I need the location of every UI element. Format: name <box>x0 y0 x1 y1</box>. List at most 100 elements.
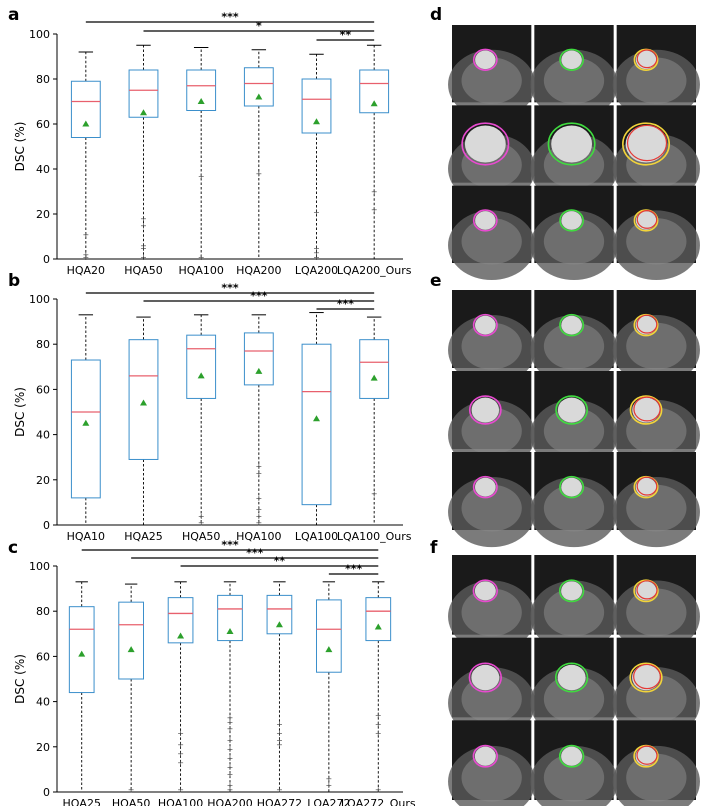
outlier-marker: + <box>128 786 135 795</box>
mean-marker <box>313 415 320 422</box>
iqr-box <box>118 601 144 680</box>
outlier-marker: + <box>198 512 205 521</box>
outlier-marker: + <box>198 519 205 528</box>
x-tick-label: HQA25 <box>124 530 162 543</box>
outlier-marker: + <box>198 253 205 262</box>
panel-label: c <box>8 538 18 558</box>
panel-label: a <box>8 5 19 25</box>
box-HQA50: ++ <box>186 314 217 528</box>
y-axis-label: DSC (%) <box>13 654 27 704</box>
y-tick-label: 40 <box>36 429 50 442</box>
segmentation-contour <box>468 662 502 693</box>
lesion <box>471 664 500 691</box>
outlier-marker: + <box>326 774 333 783</box>
x-tick-label: LQA272 <box>307 797 350 806</box>
mri-slice <box>448 25 536 120</box>
mri-slice <box>448 185 536 281</box>
lesion <box>635 477 657 497</box>
outlier-marker: + <box>375 720 382 729</box>
image-grid-f: f <box>430 538 700 806</box>
mri-slice <box>612 290 700 386</box>
ground-truth-contour <box>636 745 658 765</box>
ground-truth-contour <box>636 476 658 496</box>
ground-truth-contour <box>636 580 658 600</box>
box-HQA50: +++++ <box>128 44 159 262</box>
box-HQA100: +++++ <box>167 581 194 795</box>
mean-marker <box>374 623 382 630</box>
mean-marker <box>313 118 320 125</box>
mri-slice <box>612 25 700 120</box>
x-tick-label: HQA25 <box>62 797 100 806</box>
segmentation-contour <box>554 662 589 693</box>
outlier-marker: + <box>276 736 283 745</box>
outlier-marker: + <box>227 786 234 795</box>
lesion <box>474 581 496 601</box>
outlier-marker: + <box>276 786 283 795</box>
lesion <box>625 125 667 163</box>
iqr-box <box>167 597 194 644</box>
y-tick-label: 60 <box>36 118 50 131</box>
significance-label: *** <box>221 11 239 24</box>
segmentation-contour <box>555 395 589 425</box>
x-tick-label: LQA100_Ours <box>337 530 412 543</box>
ground-truth-contour <box>633 663 661 690</box>
y-axis-label: DSC (%) <box>13 387 27 437</box>
y-tick-label: 0 <box>43 253 50 266</box>
outlier-marker: + <box>227 713 234 722</box>
outlier-marker: + <box>177 741 184 750</box>
mri-slice <box>530 555 618 653</box>
segmentation-contour <box>468 395 502 425</box>
iqr-box <box>243 67 274 107</box>
mean-marker <box>78 650 86 657</box>
segmentation-contour <box>559 48 585 71</box>
y-tick-label: 100 <box>29 560 50 573</box>
mri-slice <box>530 371 618 471</box>
outlier-marker: + <box>255 505 262 514</box>
x-tick-label: HQA200 <box>236 264 281 277</box>
outlier-marker: + <box>371 188 378 197</box>
mri-slice <box>448 720 536 806</box>
lesion <box>561 211 582 230</box>
significance-label: * <box>256 20 262 33</box>
x-tick-label: LQA200_Ours <box>337 264 412 277</box>
x-tick-label: HQA200 <box>207 797 252 806</box>
outlier-marker: + <box>375 711 382 720</box>
lesion <box>561 50 582 70</box>
mean-marker <box>197 372 205 379</box>
outlier-marker: + <box>255 170 262 179</box>
ground-truth-contour <box>636 210 658 229</box>
y-tick-label: 100 <box>29 28 50 41</box>
y-tick-label: 40 <box>36 163 50 176</box>
image-grid-d: d <box>430 5 700 281</box>
tissue-region <box>461 484 522 532</box>
significance-label: *** <box>250 290 268 303</box>
outlier-marker: + <box>198 172 205 181</box>
outlier-marker: + <box>140 242 147 251</box>
x-tick-label: HQA10 <box>67 530 105 543</box>
panel-label: f <box>430 538 438 558</box>
outlier-marker: + <box>227 736 234 745</box>
segmentation-contour <box>622 122 671 166</box>
ground-truth-contour <box>636 49 658 69</box>
segmentation-contour <box>633 313 659 337</box>
iqr-box <box>359 339 390 399</box>
x-tick-label: HQA100 <box>158 797 203 806</box>
iqr-box <box>70 80 101 138</box>
mean-marker <box>177 632 185 639</box>
y-tick-label: 20 <box>36 741 50 754</box>
outlier-marker: + <box>371 206 378 215</box>
lesion <box>632 397 660 423</box>
outlier-marker: + <box>227 725 234 734</box>
segmentation-contour <box>547 122 596 166</box>
significance-label: *** <box>246 547 264 560</box>
mean-marker <box>255 367 263 374</box>
segmentation-contour <box>633 209 659 232</box>
tissue-region <box>543 588 605 637</box>
x-tick-label: HQA50 <box>112 797 150 806</box>
iqr-box <box>128 339 159 460</box>
significance-label: *** <box>337 298 355 311</box>
outlier-marker: + <box>140 253 147 262</box>
lesion <box>561 477 582 497</box>
